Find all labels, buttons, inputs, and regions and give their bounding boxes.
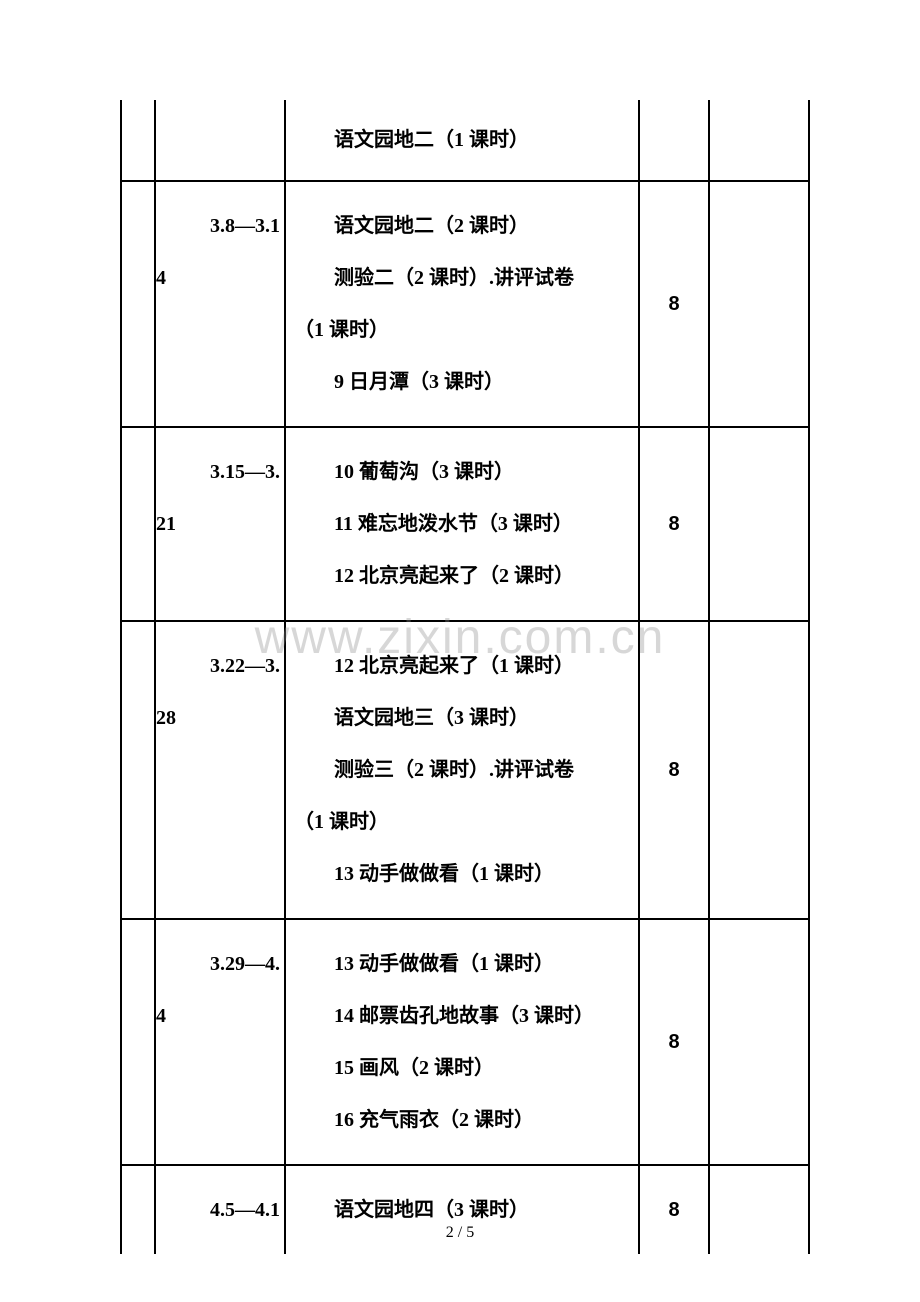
table-row: 3.22—3. 28 12 北京亮起来了（1 课时） 语文园地三（3 课时） 测…: [121, 621, 809, 919]
cell-note: [709, 427, 809, 621]
cell-note: [709, 919, 809, 1165]
content-line: 11 难忘地泼水节（3 课时）: [294, 498, 630, 550]
date-line-2: 4: [156, 990, 284, 1042]
cell-content: 语文园地二（2 课时） 测验二（2 课时）.讲评试卷 （1 课时） 9 日月潭（…: [285, 181, 639, 427]
cell-content: 10 葡萄沟（3 课时） 11 难忘地泼水节（3 课时） 12 北京亮起来了（2…: [285, 427, 639, 621]
cell-date: 3.8—3.1 4: [155, 181, 285, 427]
content-line: 13 动手做做看（1 课时）: [294, 938, 630, 990]
cell-hours: 8: [639, 181, 709, 427]
cell-index: [121, 919, 155, 1165]
date-line-2: 28: [156, 692, 284, 744]
cell-date: [155, 100, 285, 181]
table-body: 语文园地二（1 课时） 3.8—3.1 4 语文园地二（2 课时） 测验二（2 …: [121, 100, 809, 1254]
content-line: 语文园地二（1 课时）: [294, 114, 630, 166]
cell-note: [709, 181, 809, 427]
cell-note: [709, 100, 809, 181]
date-line-1: 3.22—3.: [156, 640, 284, 692]
date-line-2: 4: [156, 252, 284, 304]
cell-date: 3.22—3. 28: [155, 621, 285, 919]
table-row: 3.8—3.1 4 语文园地二（2 课时） 测验二（2 课时）.讲评试卷 （1 …: [121, 181, 809, 427]
content-line: 12 北京亮起来了（1 课时）: [294, 640, 630, 692]
date-line-1: 3.29—4.: [156, 938, 284, 990]
date-line-1: 3.15—3.: [156, 446, 284, 498]
document-page: 语文园地二（1 课时） 3.8—3.1 4 语文园地二（2 课时） 测验二（2 …: [0, 0, 920, 1254]
cell-index: [121, 427, 155, 621]
content-line: 12 北京亮起来了（2 课时）: [294, 550, 630, 602]
cell-index: [121, 100, 155, 181]
cell-hours: 8: [639, 621, 709, 919]
cell-hours: 8: [639, 919, 709, 1165]
hours-value: 8: [668, 1199, 679, 1221]
cell-content: 12 北京亮起来了（1 课时） 语文园地三（3 课时） 测验三（2 课时）.讲评…: [285, 621, 639, 919]
cell-hours: 8: [639, 427, 709, 621]
content-line: 测验三（2 课时）.讲评试卷: [294, 744, 630, 796]
schedule-table: 语文园地二（1 课时） 3.8—3.1 4 语文园地二（2 课时） 测验二（2 …: [120, 100, 810, 1254]
content-line: 15 画风（2 课时）: [294, 1042, 630, 1094]
content-line: 14 邮票齿孔地故事（3 课时）: [294, 990, 630, 1042]
content-line: （1 课时）: [294, 796, 630, 848]
content-line: （1 课时）: [294, 304, 630, 356]
cell-date: 3.29—4. 4: [155, 919, 285, 1165]
hours-value: 8: [668, 759, 679, 781]
page-number: 2 / 5: [0, 1224, 920, 1242]
table-row: 语文园地二（1 课时）: [121, 100, 809, 181]
hours-value: 8: [668, 293, 679, 315]
content-line: 语文园地二（2 课时）: [294, 200, 630, 252]
cell-index: [121, 181, 155, 427]
date-line-2: 21: [156, 498, 284, 550]
cell-date: 3.15—3. 21: [155, 427, 285, 621]
content-line: 13 动手做做看（1 课时）: [294, 848, 630, 900]
hours-value: 8: [668, 1031, 679, 1053]
cell-content: 13 动手做做看（1 课时） 14 邮票齿孔地故事（3 课时） 15 画风（2 …: [285, 919, 639, 1165]
cell-hours: [639, 100, 709, 181]
content-line: 16 充气雨衣（2 课时）: [294, 1094, 630, 1146]
cell-note: [709, 621, 809, 919]
table-row: 3.15—3. 21 10 葡萄沟（3 课时） 11 难忘地泼水节（3 课时） …: [121, 427, 809, 621]
content-line: 测验二（2 课时）.讲评试卷: [294, 252, 630, 304]
content-line: 语文园地三（3 课时）: [294, 692, 630, 744]
content-line: 10 葡萄沟（3 课时）: [294, 446, 630, 498]
date-line-1: 3.8—3.1: [156, 200, 284, 252]
table-row: 3.29—4. 4 13 动手做做看（1 课时） 14 邮票齿孔地故事（3 课时…: [121, 919, 809, 1165]
content-line: 9 日月潭（3 课时）: [294, 356, 630, 408]
cell-content: 语文园地二（1 课时）: [285, 100, 639, 181]
cell-index: [121, 621, 155, 919]
hours-value: 8: [668, 513, 679, 535]
